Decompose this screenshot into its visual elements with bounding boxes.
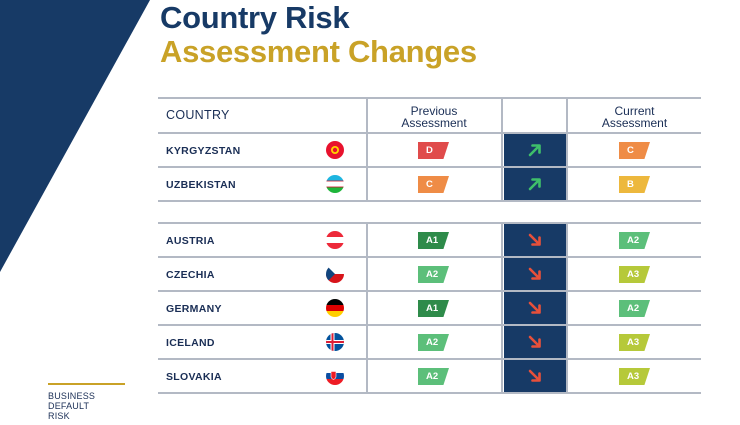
previous-rating-badge: A1 (418, 300, 449, 317)
navy-corner-triangle (0, 0, 150, 272)
current-rating-badge: A3 (619, 368, 650, 385)
arrow-up-right-icon (504, 168, 566, 200)
country-name: CZECHIA (166, 269, 215, 281)
column-divider (566, 292, 568, 324)
column-divider (566, 97, 568, 134)
column-divider (566, 168, 568, 200)
table-rule (158, 290, 701, 292)
column-divider (566, 326, 568, 358)
previous-rating-badge: A2 (418, 334, 449, 351)
sidebar-gold-rule (48, 383, 125, 385)
country-name: UZBEKISTAN (166, 179, 236, 191)
column-divider (501, 326, 503, 358)
table-rule (158, 132, 701, 134)
sidebar-label: BUSINESS DEFAULT RISK (48, 391, 95, 421)
previous-rating-badge: D (418, 142, 449, 159)
column-divider (501, 224, 503, 256)
column-divider (366, 224, 368, 256)
current-rating-badge: C (619, 142, 650, 159)
header-current-line: Current (614, 104, 655, 118)
column-divider (366, 134, 368, 166)
column-divider (366, 258, 368, 290)
column-divider (566, 134, 568, 166)
table-rule (158, 324, 701, 326)
current-rating-badge: A3 (619, 334, 650, 351)
column-divider (501, 97, 503, 134)
table-rule (158, 166, 701, 168)
austria-flag-icon (326, 231, 344, 249)
current-rating-badge: A2 (619, 232, 650, 249)
previous-rating-badge: A1 (418, 232, 449, 249)
kyrgyzstan-flag-icon (326, 141, 344, 159)
column-divider (566, 360, 568, 392)
country-name: SLOVAKIA (166, 371, 222, 383)
slovakia-flag-icon (326, 367, 344, 385)
page-title-line1: Country Risk (160, 0, 350, 35)
column-divider (566, 224, 568, 256)
current-rating-badge: A3 (619, 266, 650, 283)
table-rule (158, 392, 701, 394)
previous-rating-badge: A2 (418, 368, 449, 385)
column-divider (501, 360, 503, 392)
sidebar-line: DEFAULT (48, 401, 90, 411)
column-divider (366, 326, 368, 358)
page-title-line2: Assessment Changes (160, 34, 477, 69)
table-rule (158, 222, 701, 224)
header-previous: Previous Assessment (368, 105, 500, 129)
table-rule (158, 97, 701, 99)
header-previous-line: Assessment (401, 116, 467, 130)
column-divider (501, 258, 503, 290)
iceland-flag-icon (326, 333, 344, 351)
header-previous-line: Previous (410, 104, 458, 118)
risk-changes-table: COUNTRY Previous Assessment Current Asse… (158, 97, 701, 397)
column-divider (366, 168, 368, 200)
country-name: KYRGYZSTAN (166, 145, 241, 157)
sidebar-line: RISK (48, 411, 70, 421)
current-rating-badge: A2 (619, 300, 650, 317)
arrow-down-right-icon (504, 258, 566, 290)
country-name: GERMANY (166, 303, 222, 315)
column-divider (501, 168, 503, 200)
column-divider (501, 134, 503, 166)
country-name: ICELAND (166, 337, 215, 349)
header-current-line: Assessment (601, 116, 668, 130)
uzbekistan-flag-icon (326, 175, 344, 193)
table-rule (158, 200, 701, 202)
table-rule (158, 358, 701, 360)
current-rating-badge: B (619, 176, 650, 193)
sidebar-line: BUSINESS (48, 391, 96, 401)
column-divider (566, 258, 568, 290)
column-divider (366, 292, 368, 324)
previous-rating-badge: A2 (418, 266, 449, 283)
header-current: Current Assessment (568, 105, 701, 129)
arrow-down-right-icon (504, 326, 566, 358)
arrow-up-right-icon (504, 134, 566, 166)
column-divider (501, 292, 503, 324)
column-divider (366, 97, 368, 134)
czechia-flag-icon (326, 265, 344, 283)
arrow-down-right-icon (504, 360, 566, 392)
header-country: COUNTRY (166, 108, 230, 122)
table-rule (158, 256, 701, 258)
country-name: AUSTRIA (166, 235, 215, 247)
arrow-down-right-icon (504, 224, 566, 256)
previous-rating-badge: C (418, 176, 449, 193)
column-divider (366, 360, 368, 392)
germany-flag-icon (326, 299, 344, 317)
arrow-down-right-icon (504, 292, 566, 324)
